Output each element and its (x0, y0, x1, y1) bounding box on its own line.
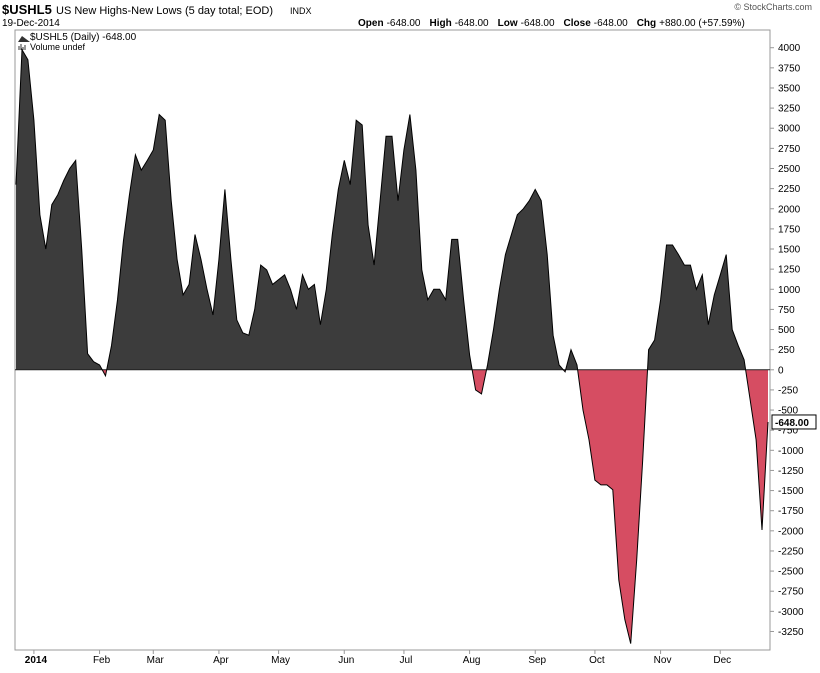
y-tick-label: -1250 (778, 466, 804, 477)
y-tick-label: -750 (778, 426, 798, 437)
x-tick-label: Oct (589, 655, 605, 666)
exchange: INDX (290, 6, 312, 16)
y-tick-label: -1000 (778, 446, 804, 457)
x-tick-label: 2014 (25, 655, 48, 666)
ohlc-value: -648.00 (387, 18, 421, 29)
y-tick-label: 4000 (778, 43, 801, 54)
ohlc-value: -648.00 (455, 18, 489, 29)
y-tick-label: -1500 (778, 486, 804, 497)
negative-area (102, 369, 768, 644)
ohlc-label: Close (564, 18, 592, 29)
x-tick-label: Aug (463, 655, 481, 666)
y-tick-label: 250 (778, 345, 795, 356)
y-tick-label: -2750 (778, 587, 804, 598)
y-tick-label: 750 (778, 305, 795, 316)
series-line (15, 47, 769, 644)
ohlc-label: High (429, 18, 451, 29)
x-tick-label: Mar (147, 655, 165, 666)
y-tick-label: 2500 (778, 164, 801, 175)
x-tick-label: Jul (400, 655, 413, 666)
x-tick-label: Nov (654, 655, 672, 666)
y-tick-label: 2250 (778, 184, 801, 195)
y-tick-label: 3750 (778, 63, 801, 74)
y-tick-label: 0 (778, 365, 784, 376)
last-value-label: -648.00 (775, 418, 809, 429)
y-tick-label: -500 (778, 406, 798, 417)
y-tick-label: 3000 (778, 124, 801, 135)
y-tick-label: -2000 (778, 526, 804, 537)
y-tick-label: -2500 (778, 567, 804, 578)
ohlc-label: Open (358, 18, 384, 29)
ohlc-label: Low (498, 18, 518, 29)
ohlc-label: Chg (637, 18, 656, 29)
ohlc-value: -648.00 (594, 18, 628, 29)
y-tick-label: 2750 (778, 144, 801, 155)
x-tick-label: Apr (213, 655, 229, 666)
y-tick-label: 2000 (778, 204, 801, 215)
legend-volume: Volume undef (30, 42, 86, 52)
ohlc-value: +880.00 (+57.59%) (659, 18, 745, 29)
y-tick-label: -2250 (778, 546, 804, 557)
series-name: US New Highs-New Lows (5 day total; EOD) (56, 5, 273, 17)
symbol: $USHL5 (2, 2, 52, 17)
last-value-box (771, 414, 817, 430)
y-tick-label: -250 (778, 385, 798, 396)
y-tick-label: 3250 (778, 104, 801, 115)
y-tick-label: -3000 (778, 607, 804, 618)
x-tick-label: Jun (338, 655, 354, 666)
legend-series: $USHL5 (Daily) -648.00 (30, 32, 137, 43)
x-tick-label: Dec (713, 655, 731, 666)
volume-icon (18, 44, 26, 50)
y-tick-label: 1750 (778, 224, 801, 235)
y-tick-label: 1250 (778, 265, 801, 276)
positive-area (16, 49, 768, 370)
legend-icon (18, 36, 30, 42)
x-tick-label: Feb (93, 655, 111, 666)
y-tick-label: -1750 (778, 506, 804, 517)
y-tick-label: -3250 (778, 627, 804, 638)
y-tick-label: 1500 (778, 245, 801, 256)
y-tick-label: 3500 (778, 83, 801, 94)
date: 19-Dec-2014 (2, 18, 60, 29)
y-tick-label: 500 (778, 325, 795, 336)
plot-border (14, 29, 771, 651)
x-tick-label: May (271, 655, 290, 666)
credit: © StockCharts.com (734, 2, 812, 12)
x-tick-label: Sep (528, 655, 546, 666)
ohlc-value: -648.00 (521, 18, 555, 29)
y-tick-label: 1000 (778, 285, 801, 296)
